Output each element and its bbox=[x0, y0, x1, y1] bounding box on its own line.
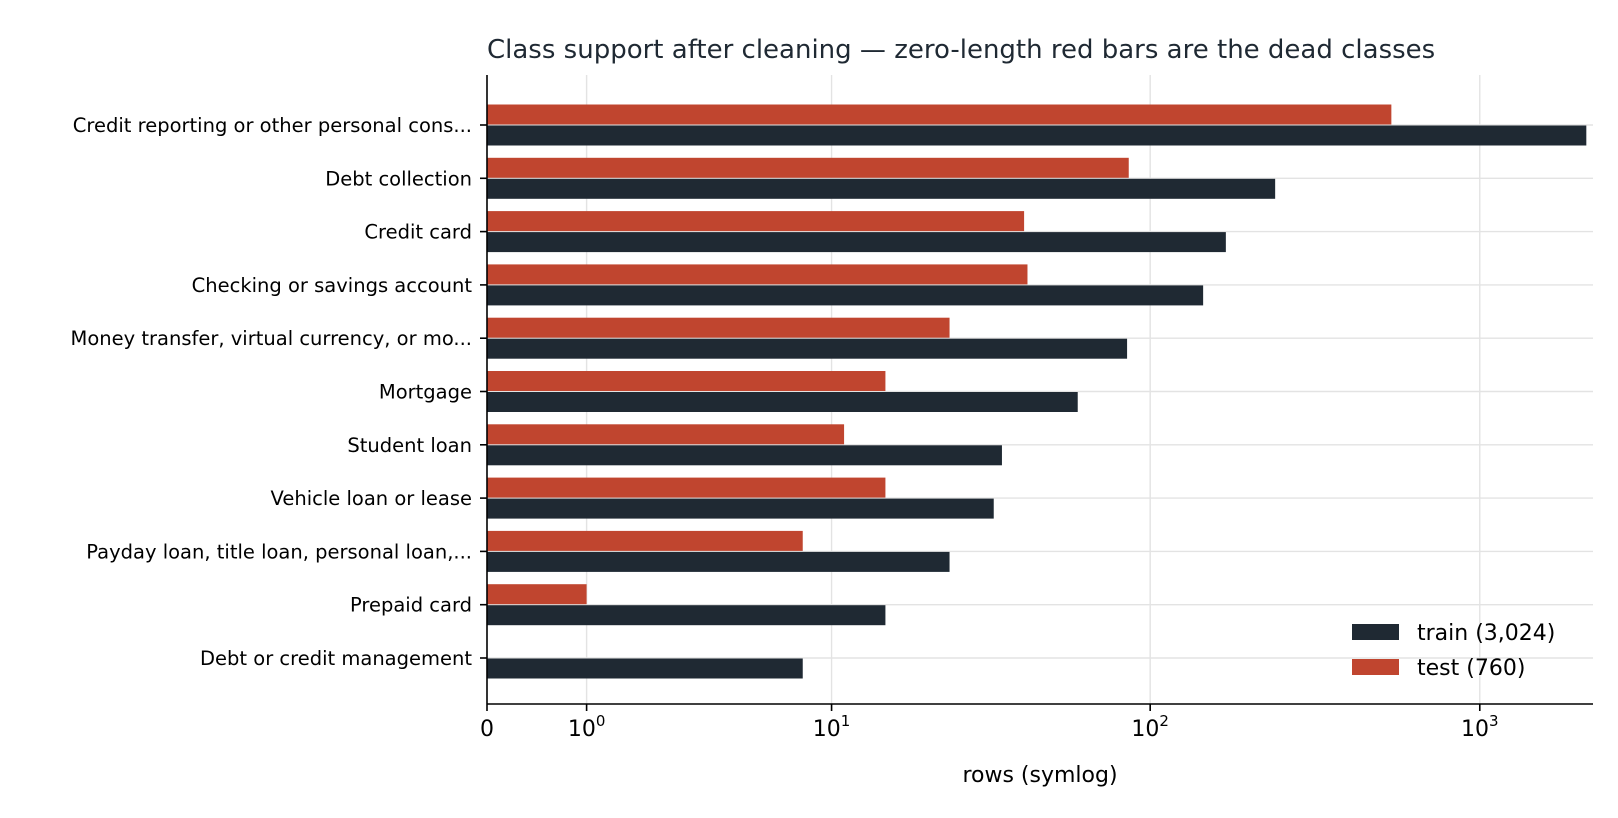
category-label: Debt collection bbox=[325, 167, 472, 190]
legend-swatch bbox=[1352, 624, 1399, 640]
bar-train bbox=[487, 178, 1276, 199]
bar-train bbox=[487, 232, 1226, 253]
x-tick-exponent: 0 bbox=[596, 712, 606, 730]
x-tick-label: 0 bbox=[480, 717, 494, 742]
category-label: Payday loan, title loan, personal loan,.… bbox=[86, 540, 472, 563]
category-label: Student loan bbox=[347, 434, 472, 457]
x-tick-base: 0 bbox=[480, 717, 494, 742]
category-label: Checking or savings account bbox=[192, 274, 473, 297]
x-tick-base: 10 bbox=[813, 717, 841, 742]
x-tick-label: 100 bbox=[568, 712, 606, 742]
y-tick-labels: Credit reporting or other personal cons.… bbox=[71, 114, 487, 670]
bar-train bbox=[487, 125, 1587, 146]
category-label: Prepaid card bbox=[350, 594, 472, 617]
x-tick-base: 10 bbox=[1131, 717, 1159, 742]
bar-test bbox=[487, 211, 1025, 232]
bar-test bbox=[487, 424, 845, 445]
bar-train bbox=[487, 445, 1002, 466]
legend: train (3,024) test (760) bbox=[1352, 621, 1555, 681]
bar-train bbox=[487, 392, 1078, 412]
bar-train bbox=[487, 605, 886, 626]
x-tick-label: 102 bbox=[1131, 712, 1169, 742]
x-tick-label: 103 bbox=[1461, 712, 1499, 742]
legend-label: test (760) bbox=[1417, 656, 1525, 681]
category-label: Vehicle loan or lease bbox=[271, 487, 472, 510]
x-tick-base: 10 bbox=[568, 717, 596, 742]
chart-title: Class support after cleaning — zero-leng… bbox=[487, 35, 1435, 65]
bar-train bbox=[487, 658, 803, 679]
bar-train bbox=[487, 338, 1128, 359]
x-tick-exponent: 2 bbox=[1159, 712, 1169, 730]
axes bbox=[486, 75, 1593, 705]
bar-test bbox=[487, 584, 587, 605]
x-tick-exponent: 3 bbox=[1489, 712, 1499, 730]
bar-test bbox=[487, 104, 1392, 125]
bar-test bbox=[487, 317, 950, 338]
bar-test bbox=[487, 371, 886, 391]
category-label: Debt or credit management bbox=[200, 647, 472, 670]
category-label: Mortgage bbox=[379, 381, 472, 404]
bar-train bbox=[487, 498, 994, 519]
x-tick-exponent: 1 bbox=[841, 712, 851, 730]
x-tick-labels: 0 100 101 102 103 bbox=[480, 704, 1499, 742]
category-label: Credit card bbox=[364, 221, 472, 244]
bar-train bbox=[487, 285, 1204, 306]
legend-swatch bbox=[1352, 659, 1399, 675]
bar-test bbox=[487, 264, 1028, 285]
bars bbox=[487, 104, 1587, 679]
bar-test bbox=[487, 477, 886, 498]
bar-train bbox=[487, 551, 950, 572]
x-tick-label: 101 bbox=[813, 712, 851, 742]
category-label: Credit reporting or other personal cons.… bbox=[73, 114, 472, 137]
x-tick-base: 10 bbox=[1461, 717, 1489, 742]
grid-lines bbox=[487, 75, 1593, 704]
bar-test bbox=[487, 157, 1129, 178]
bar-test bbox=[487, 530, 803, 551]
legend-label: train (3,024) bbox=[1417, 621, 1555, 646]
x-axis-label: rows (symlog) bbox=[962, 763, 1117, 788]
category-label: Money transfer, virtual currency, or mo.… bbox=[71, 327, 472, 350]
